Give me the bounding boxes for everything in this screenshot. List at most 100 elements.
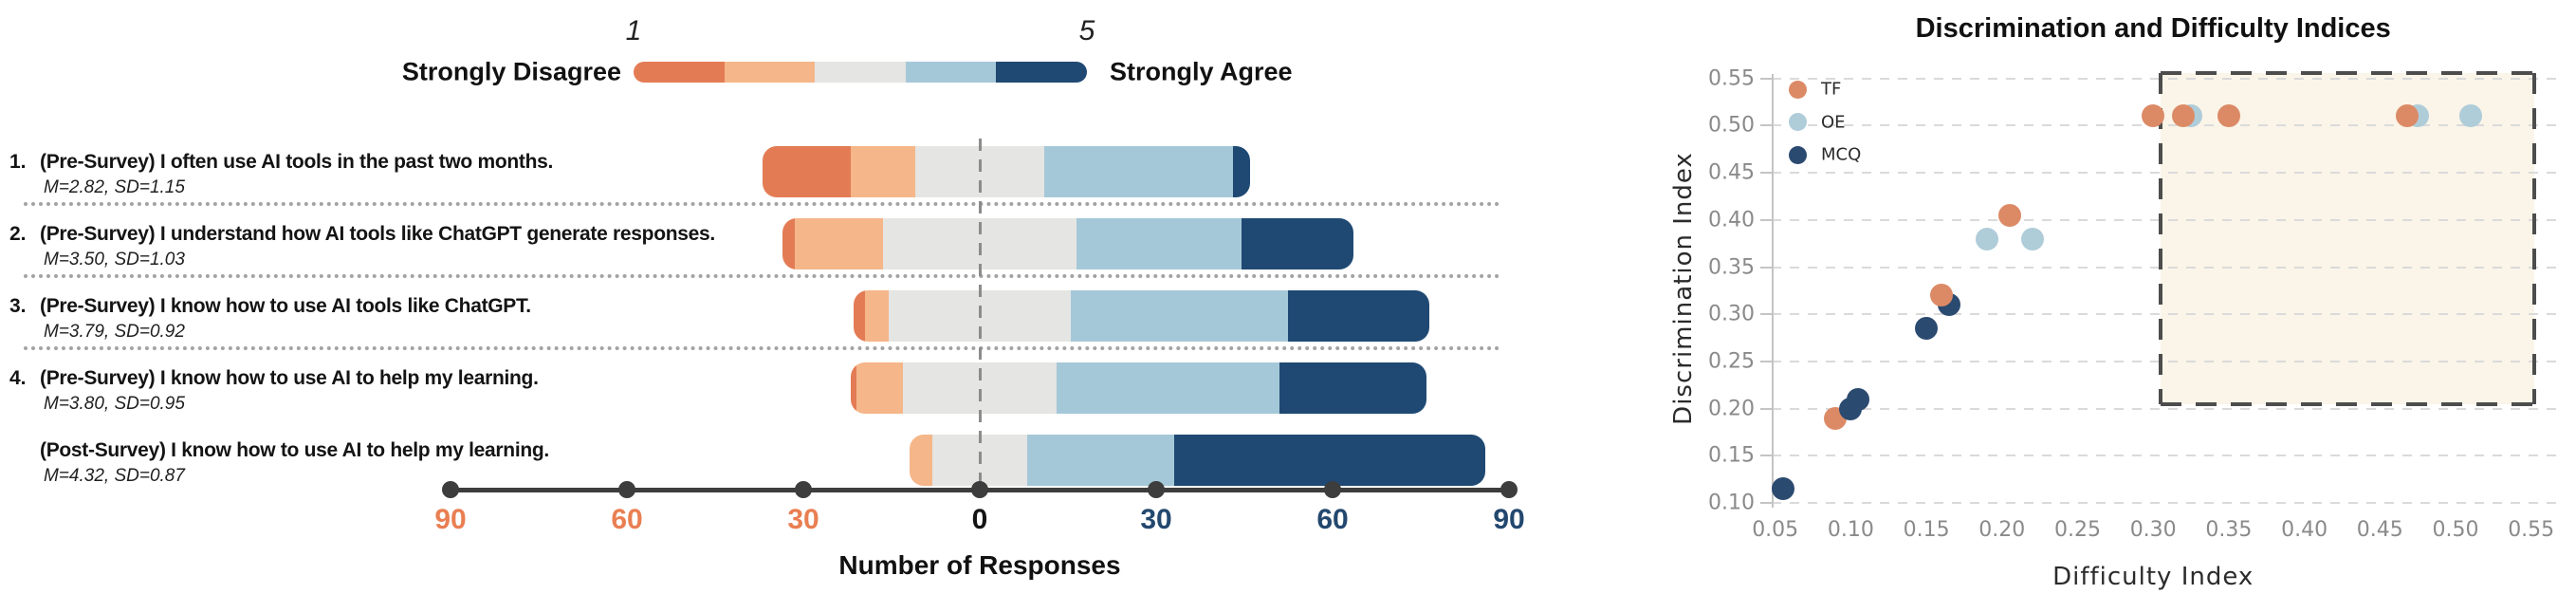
y-tick-label: 0.20	[1708, 397, 1755, 421]
scatter-point-oe	[2458, 104, 2482, 128]
bar-segment-disagree	[856, 362, 904, 414]
bar-segment-disagree	[865, 290, 889, 342]
likert-row-number: 3.	[9, 295, 27, 317]
legend-segment-agree	[905, 62, 997, 83]
y-tick-label: 0.25	[1708, 349, 1755, 374]
scatter-point-mcq	[1915, 317, 1939, 341]
bar-segment-strongly-disagree	[853, 290, 866, 342]
likert-bar	[909, 435, 1486, 486]
x-tick-label: 0.30	[2129, 518, 2177, 542]
highlight-border-bottom	[2161, 401, 2534, 406]
bar-segment-strongly-agree	[1288, 290, 1430, 342]
bar-segment-agree	[1026, 435, 1174, 486]
scatter-point-tf	[2142, 104, 2165, 128]
x-tick-label: 0.45	[2356, 518, 2403, 542]
bar-segment-agree	[1076, 218, 1242, 269]
scatter-point-tf	[2172, 104, 2196, 128]
x-tick-label: 0.15	[1903, 518, 1950, 542]
likert-chart: 1 5 Strongly Disagree Strongly Agree 1. (Pre-…	[9, 15, 1525, 580]
y-axis-tick	[1760, 313, 1772, 316]
bar-segment-strongly-disagree	[850, 362, 856, 414]
axis-tick-dot	[1500, 481, 1518, 498]
y-axis-tick	[1760, 360, 1772, 362]
row-separator	[24, 202, 1500, 206]
x-axis-title: Difficulty Index	[2052, 563, 2254, 591]
y-axis-tick	[1760, 172, 1772, 175]
y-axis-tick	[1760, 455, 1772, 457]
legend-item-label: MCQ	[1821, 144, 1862, 165]
likert-bar	[850, 362, 1427, 414]
bar-segment-disagree	[909, 435, 933, 486]
x-tick-label: 0.35	[2205, 518, 2253, 542]
gridline	[1772, 77, 2561, 80]
legend-segment-strongly-disagree	[634, 62, 725, 83]
axis-tick-dot	[1148, 481, 1165, 498]
y-axis-tick	[1760, 407, 1772, 410]
row-separator	[24, 346, 1500, 350]
highlight-region	[2161, 72, 2534, 404]
likert-legend-max: 5	[1078, 15, 1095, 46]
legend-dot-tf	[1789, 80, 1807, 99]
bar-segment-agree	[1044, 146, 1233, 197]
y-axis-tick	[1760, 266, 1772, 269]
likert-row-label: (Pre-Survey) I know how to use AI tools …	[40, 295, 531, 317]
likert-row-stats: M=3.50, SD=1.03	[44, 250, 185, 269]
y-tick-label: 0.10	[1708, 491, 1755, 515]
x-tick-label: 0.05	[1752, 518, 1799, 542]
scatter-point-oe	[1975, 227, 1998, 251]
axis-tick-label: 90	[434, 504, 467, 535]
axis-tick-label: 0	[971, 504, 988, 535]
y-axis-tick	[1760, 124, 1772, 127]
highlight-border-right	[2531, 72, 2536, 404]
legend-item-label: TF	[1821, 79, 1842, 100]
y-tick-label: 0.55	[1708, 66, 1755, 91]
scatter-point-tf	[2217, 104, 2240, 128]
gridline	[1772, 124, 2561, 127]
axis-tick-dot	[795, 481, 812, 498]
bar-segment-strongly-disagree	[762, 146, 851, 197]
bar-segment-strongly-agree	[1241, 218, 1353, 269]
likert-row-number: 1.	[9, 151, 27, 173]
axis-tick-label: 30	[1140, 504, 1172, 535]
y-tick-label: 0.30	[1708, 302, 1755, 326]
axis-tick-label: 30	[787, 504, 819, 535]
scatter-point-tf	[1930, 284, 1954, 307]
likert-row-number: 2.	[9, 223, 27, 245]
zero-line	[978, 139, 982, 490]
x-tick-label: 0.25	[2054, 518, 2101, 542]
likert-row-label: (Pre-Survey) I often use AI tools in the…	[40, 151, 554, 173]
likert-legend-left-label: Strongly Disagree	[401, 57, 621, 86]
bar-segment-strongly-disagree	[782, 218, 795, 269]
bar-segment-disagree	[850, 146, 915, 197]
x-tick-label: 0.20	[1978, 518, 2026, 542]
axis-tick-dot	[1324, 481, 1341, 498]
y-axis-line	[1772, 73, 1774, 508]
likert-row-stats: M=3.80, SD=0.95	[44, 394, 185, 414]
x-tick-label: 0.55	[2508, 518, 2555, 542]
x-tick-label: 0.10	[1827, 518, 1874, 542]
likert-legend-right-label: Strongly Agree	[1110, 57, 1293, 86]
bar-segment-agree	[1071, 290, 1289, 342]
gridline	[1772, 360, 2561, 362]
x-tick-label: 0.50	[2432, 518, 2479, 542]
axis-tick-dot	[971, 481, 988, 498]
likert-row-stats: M=3.79, SD=0.92	[44, 322, 185, 342]
scatter-point-oe	[2020, 227, 2044, 251]
bar-segment-strongly-agree	[1173, 435, 1486, 486]
y-tick-label: 0.35	[1708, 255, 1755, 279]
gridline	[1772, 172, 2561, 175]
y-tick-label: 0.50	[1708, 113, 1755, 138]
likert-row-stats: M=4.32, SD=0.87	[44, 466, 185, 486]
axis-tick-label: 60	[611, 504, 643, 535]
y-axis-tick	[1760, 502, 1772, 504]
likert-row-number: 4.	[9, 367, 27, 389]
y-tick-label: 0.45	[1708, 160, 1755, 185]
likert-row-label: (Post-Survey) I know how to use AI to he…	[40, 439, 549, 461]
axis-tick-dot	[618, 481, 635, 498]
scatter-chart: Discrimination and Difficulty Indices 0.1…	[1555, 0, 2576, 594]
highlight-border-left	[2159, 72, 2163, 404]
gridline	[1772, 313, 2561, 316]
likert-bar	[762, 146, 1251, 197]
legend-item-label: OE	[1821, 112, 1846, 132]
likert-legend-min: 1	[625, 15, 642, 46]
